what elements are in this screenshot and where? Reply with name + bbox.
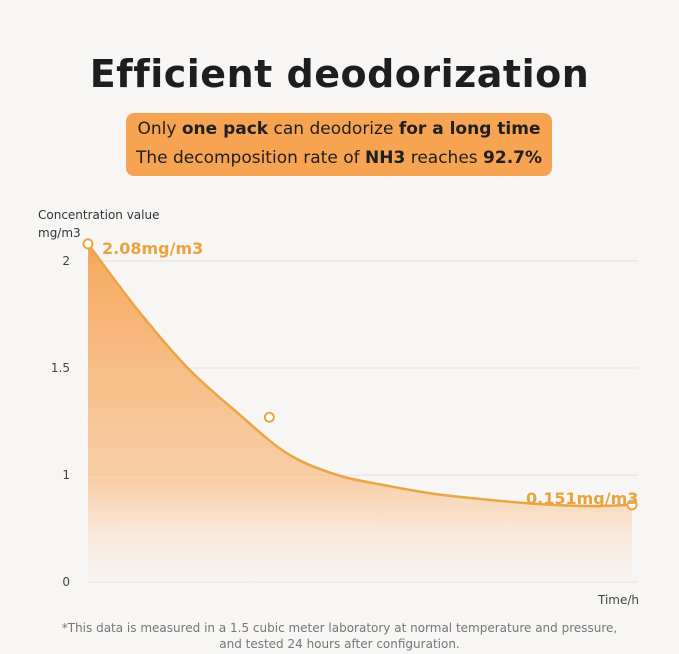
- page-title: Efficient deodorization: [89, 52, 590, 96]
- badge-line-1: Only one pack can deodorize for a long t…: [126, 115, 552, 144]
- data-point-marker: [82, 238, 94, 250]
- data-label-end: 0.151mg/m3: [526, 489, 638, 508]
- data-label-start: 2.08mg/m3: [102, 239, 203, 258]
- data-point-marker: [263, 411, 275, 423]
- badge-line-2: The decomposition rate of NH3 reaches 92…: [126, 144, 552, 173]
- badge-emphasis: 92.7%: [483, 148, 543, 168]
- footnote-line-1: *This data is measured in a 1.5 cubic me…: [61, 621, 618, 635]
- y-tick-label: 0: [62, 575, 70, 589]
- highlight-badge: Only one pack can deodorize for a long t…: [126, 113, 552, 176]
- badge-text: The decomposition rate of: [135, 148, 365, 168]
- footnote: *This data is measured in a 1.5 cubic me…: [0, 620, 679, 652]
- badge-emphasis: one pack: [181, 119, 269, 139]
- series-line: [87, 243, 633, 508]
- y-axis-label-line-1: Concentration value: [38, 208, 159, 222]
- data-point-marker: [626, 499, 638, 511]
- y-tick-label: 1: [62, 468, 70, 482]
- y-tick-labels: 011.52: [51, 254, 70, 589]
- data-markers: [82, 238, 638, 511]
- badge-emphasis: for a long time: [398, 119, 541, 139]
- y-tick-label: 2: [62, 254, 70, 268]
- y-axis-label-line-2: mg/m3: [38, 226, 81, 240]
- badge-emphasis: NH3: [365, 148, 406, 168]
- badge-text: Only: [137, 119, 182, 139]
- y-tick-label: 1.5: [51, 361, 70, 375]
- badge-text: can deodorize: [268, 119, 399, 139]
- badge-text: reaches: [405, 148, 484, 168]
- footnote-line-2: and tested 24 hours after configuration.: [219, 637, 460, 651]
- area-fill: [88, 243, 632, 582]
- x-axis-label: Time/h: [597, 593, 639, 607]
